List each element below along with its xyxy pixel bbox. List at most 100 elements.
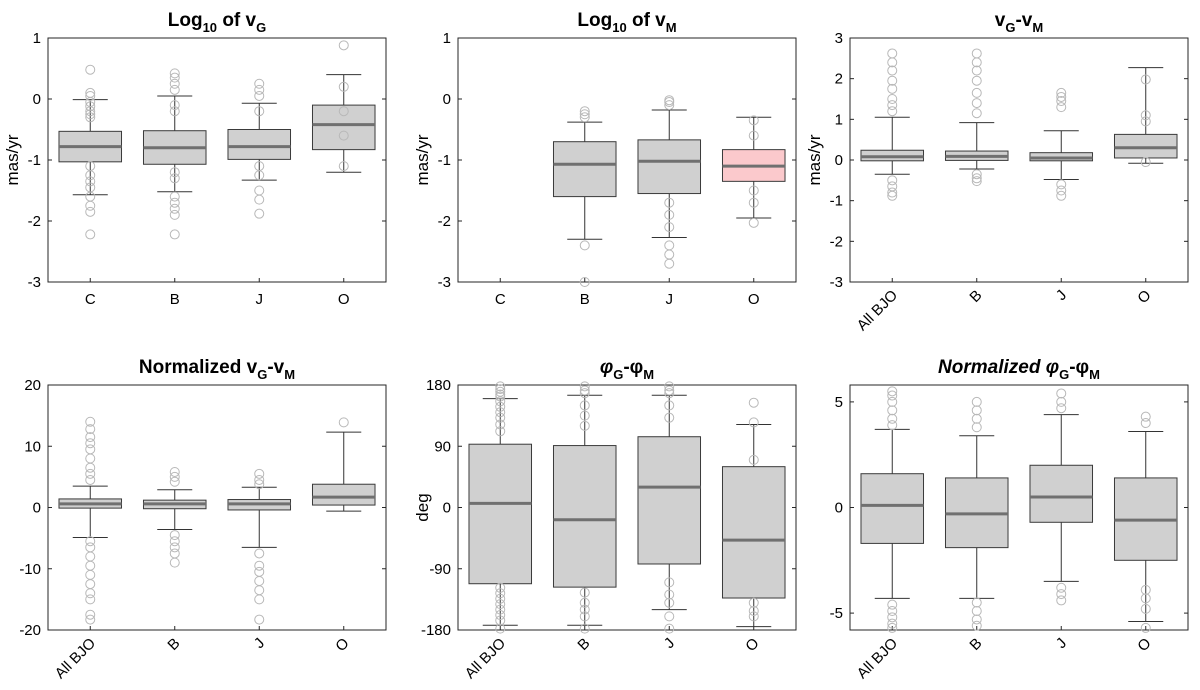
y-axis-label: deg: [413, 493, 432, 521]
data-point: [85, 542, 96, 553]
data-point: [971, 57, 982, 68]
y-axis-label: mas/yr: [805, 134, 824, 185]
title-base: Normalized φ: [938, 357, 1059, 378]
data-point: [887, 175, 898, 186]
data-point: [1056, 102, 1067, 113]
data-point: [748, 185, 759, 196]
data-point: [495, 401, 506, 412]
data-point: [169, 78, 180, 89]
y-tick-label: 90: [434, 438, 451, 455]
data-point: [85, 200, 96, 211]
title-middle: -v: [267, 357, 284, 378]
iqr-box: [468, 443, 533, 585]
box-all-bjo: [58, 416, 123, 625]
title-subscript: M: [1089, 367, 1100, 382]
title-subscript: 10: [203, 20, 217, 35]
data-point: [254, 479, 265, 490]
data-point: [254, 614, 265, 625]
data-point: [85, 416, 96, 427]
y-tick-label: 5: [835, 394, 843, 411]
data-point: [495, 412, 506, 423]
data-point: [971, 597, 982, 608]
data-point: [887, 599, 898, 610]
y-tick-label: 180: [426, 377, 451, 394]
box-j: [227, 78, 292, 219]
box-o: [1113, 411, 1178, 633]
data-point: [495, 396, 506, 407]
panel-title: vG-vM: [995, 10, 1043, 35]
data-point: [85, 229, 96, 240]
data-point: [85, 453, 96, 464]
box-j: [1029, 388, 1094, 606]
data-point: [495, 615, 506, 626]
data-point: [664, 209, 675, 220]
data-point: [971, 614, 982, 625]
data-point: [664, 258, 675, 269]
x-tick-label: J: [661, 635, 678, 652]
data-point: [887, 413, 898, 424]
x-tick-label: O: [1134, 635, 1154, 655]
data-point: [579, 385, 590, 396]
box-b: [142, 466, 207, 568]
data-point: [338, 161, 349, 172]
data-point: [887, 187, 898, 198]
data-point: [495, 386, 506, 397]
data-point: [664, 197, 675, 208]
data-point: [664, 623, 675, 634]
box-b: [142, 68, 207, 240]
data-point: [664, 611, 675, 622]
data-point: [85, 424, 96, 435]
data-point: [169, 530, 180, 541]
y-tick-label: 0: [835, 152, 843, 169]
data-point: [887, 612, 898, 623]
data-point: [1056, 96, 1067, 107]
data-point: [85, 112, 96, 123]
data-point: [169, 100, 180, 111]
data-point: [971, 65, 982, 76]
data-point: [85, 468, 96, 479]
data-point: [887, 83, 898, 94]
data-point: [254, 106, 265, 117]
data-point: [971, 413, 982, 424]
data-point: [495, 610, 506, 621]
x-tick-label: J: [251, 635, 268, 652]
data-point: [664, 249, 675, 260]
data-point: [664, 222, 675, 233]
data-point: [971, 108, 982, 119]
y-tick-label: -3: [28, 274, 41, 291]
data-point: [1056, 91, 1067, 102]
data-point: [1056, 87, 1067, 98]
y-tick-label: -1: [28, 152, 41, 169]
data-point: [971, 87, 982, 98]
data-point: [169, 72, 180, 83]
box-all-bjo: [860, 386, 925, 633]
y-tick-label: 0: [33, 91, 41, 108]
data-point: [887, 405, 898, 416]
data-point: [971, 169, 982, 180]
title-middle: of v: [217, 10, 256, 31]
title-subscript: M: [284, 367, 295, 382]
data-point: [579, 604, 590, 615]
iqr-box: [860, 473, 925, 544]
iqr-box: [721, 466, 786, 599]
data-point: [887, 420, 898, 431]
data-point: [1056, 396, 1067, 407]
data-point: [1056, 190, 1067, 201]
data-point: [1140, 110, 1151, 121]
data-point: [169, 173, 180, 184]
y-axis-label: mas/yr: [413, 134, 432, 185]
data-point: [85, 614, 96, 625]
data-point: [579, 240, 590, 251]
box-all-bjo: [468, 381, 533, 634]
data-point: [495, 419, 506, 430]
data-point: [85, 536, 96, 547]
data-point: [1140, 411, 1151, 422]
data-point: [495, 384, 506, 395]
data-point: [338, 130, 349, 141]
data-point: [85, 474, 96, 485]
y-axis-label: mas/yr: [3, 134, 22, 185]
data-point: [1056, 589, 1067, 600]
x-tick-label: All BJO: [462, 635, 509, 682]
data-point: [971, 605, 982, 616]
